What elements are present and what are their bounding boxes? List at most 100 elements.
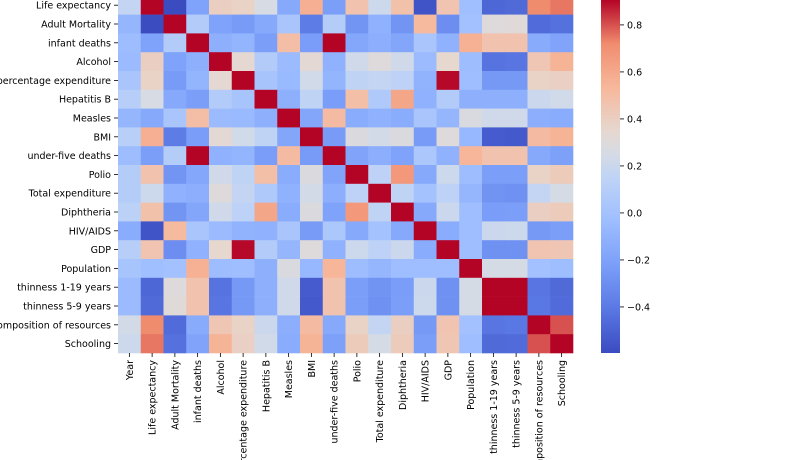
heatmap-cell xyxy=(459,14,483,34)
heatmap-cell xyxy=(413,259,437,279)
heatmap-cell xyxy=(459,108,483,128)
heatmap-cell xyxy=(209,14,233,34)
heatmap-cell xyxy=(322,14,346,34)
heatmap-cell xyxy=(345,240,369,260)
heatmap-cell xyxy=(118,240,142,260)
heatmap-cell xyxy=(186,0,210,15)
heatmap-cell xyxy=(254,0,278,15)
heatmap-cell xyxy=(163,259,187,279)
heatmap-cell xyxy=(413,202,437,222)
heatmap-cell xyxy=(482,52,506,72)
heatmap-cell xyxy=(209,315,233,335)
heatmap-cell xyxy=(186,127,210,147)
heatmap-cell xyxy=(277,127,301,147)
heatmap-cell xyxy=(322,89,346,109)
heatmap-cell xyxy=(186,296,210,316)
heatmap-cell xyxy=(482,89,506,109)
heatmap-cell xyxy=(391,165,415,185)
heatmap-cell xyxy=(368,315,392,335)
heatmap-cell xyxy=(550,240,574,260)
heatmap-cell xyxy=(345,296,369,316)
heatmap-cell xyxy=(118,165,142,185)
heatmap-cell xyxy=(482,240,506,260)
heatmap-cell xyxy=(504,0,528,15)
y-tick-label: percentage expenditure xyxy=(0,76,111,87)
heatmap-cell xyxy=(459,52,483,72)
heatmap-cell xyxy=(391,89,415,109)
heatmap-cell xyxy=(504,334,528,354)
heatmap-cells xyxy=(118,0,574,354)
heatmap-cell xyxy=(118,315,142,335)
heatmap-cell xyxy=(163,183,187,203)
heatmap-cell xyxy=(482,277,506,297)
heatmap-cell xyxy=(391,52,415,72)
heatmap-cell xyxy=(322,183,346,203)
x-tick-label: Diphtheria xyxy=(398,360,409,410)
heatmap-cell xyxy=(504,165,528,185)
heatmap-cell xyxy=(322,202,346,222)
heatmap-cell xyxy=(527,240,551,260)
heatmap-cell xyxy=(413,71,437,91)
heatmap-cell xyxy=(550,127,574,147)
heatmap-cell xyxy=(163,0,187,15)
heatmap-cell xyxy=(209,334,233,354)
heatmap-cell xyxy=(368,165,392,185)
heatmap-cell xyxy=(459,165,483,185)
heatmap-cell xyxy=(413,277,437,297)
heatmap-cell xyxy=(368,146,392,166)
heatmap-cell xyxy=(254,183,278,203)
heatmap-cell xyxy=(345,334,369,354)
heatmap-cell xyxy=(300,277,324,297)
heatmap-cell xyxy=(413,315,437,335)
heatmap-cell xyxy=(391,127,415,147)
heatmap-cell xyxy=(140,108,164,128)
heatmap-cell xyxy=(231,315,255,335)
heatmap-cell xyxy=(231,202,255,222)
heatmap-cell xyxy=(231,146,255,166)
heatmap-cell xyxy=(368,89,392,109)
heatmap-cell xyxy=(186,202,210,222)
heatmap-cell xyxy=(459,202,483,222)
heatmap-cell xyxy=(163,127,187,147)
heatmap-cell xyxy=(504,89,528,109)
heatmap-cell xyxy=(436,315,460,335)
heatmap-cell xyxy=(550,277,574,297)
heatmap-cell xyxy=(482,71,506,91)
heatmap-cell xyxy=(140,14,164,34)
heatmap-cell xyxy=(527,71,551,91)
heatmap-cell xyxy=(254,146,278,166)
heatmap-cell xyxy=(254,14,278,34)
colorbar-tick-label: −0.2 xyxy=(627,255,650,266)
heatmap-cell xyxy=(482,14,506,34)
heatmap-cell xyxy=(322,52,346,72)
heatmap-cell xyxy=(413,146,437,166)
heatmap-cell xyxy=(504,202,528,222)
heatmap-cell xyxy=(163,334,187,354)
heatmap-cell xyxy=(163,14,187,34)
heatmap-cell xyxy=(391,315,415,335)
heatmap-cell xyxy=(277,33,301,53)
heatmap-cell xyxy=(254,108,278,128)
heatmap-cell xyxy=(504,71,528,91)
heatmap-cell xyxy=(163,202,187,222)
heatmap-cell xyxy=(550,0,574,15)
heatmap-cell xyxy=(391,146,415,166)
heatmap-cell xyxy=(209,221,233,241)
heatmap-cell xyxy=(345,0,369,15)
heatmap-cell xyxy=(277,202,301,222)
heatmap-cell xyxy=(459,277,483,297)
heatmap-cell xyxy=(413,89,437,109)
heatmap-cell xyxy=(391,0,415,15)
heatmap-cell xyxy=(345,71,369,91)
heatmap-cell xyxy=(368,296,392,316)
heatmap-cell xyxy=(300,33,324,53)
heatmap-cell xyxy=(163,240,187,260)
heatmap-cell xyxy=(209,71,233,91)
heatmap-cell xyxy=(300,108,324,128)
heatmap-cell xyxy=(436,221,460,241)
heatmap-cell xyxy=(231,334,255,354)
heatmap-cell xyxy=(459,240,483,260)
heatmap-cell xyxy=(368,127,392,147)
heatmap-cell xyxy=(459,221,483,241)
heatmap-cell xyxy=(209,146,233,166)
